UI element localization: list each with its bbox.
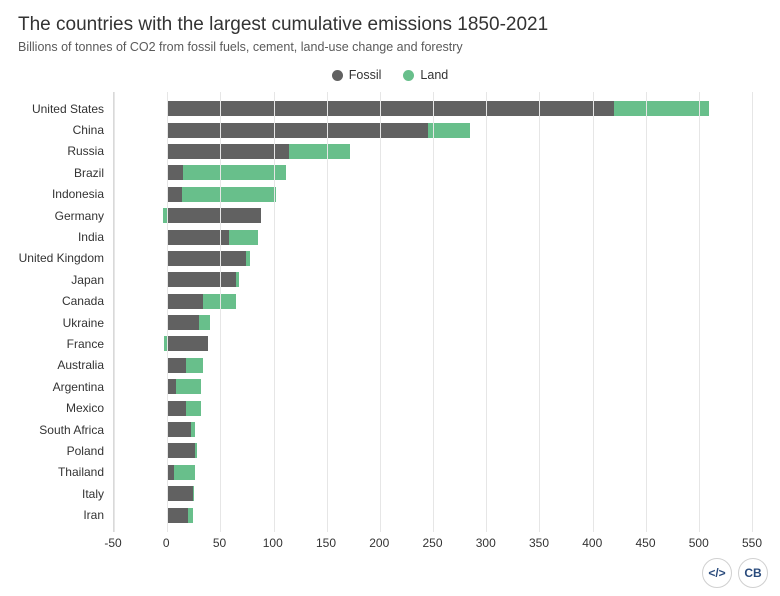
country-label: Ukraine — [63, 316, 114, 330]
bar-land — [193, 486, 194, 501]
legend: Fossil Land — [18, 68, 762, 82]
legend-label-fossil: Fossil — [349, 68, 382, 82]
x-tick-label: 300 — [476, 536, 496, 550]
brand-badge[interactable]: CB — [738, 558, 768, 588]
gridline — [486, 92, 487, 532]
country-label: Argentina — [53, 380, 114, 394]
bar-land — [186, 401, 201, 416]
bar-land — [199, 315, 210, 330]
legend-label-land: Land — [420, 68, 448, 82]
bar-fossil — [167, 443, 195, 458]
x-tick-label: 50 — [213, 536, 226, 550]
x-tick-label: 100 — [263, 536, 283, 550]
country-label: Japan — [71, 273, 114, 287]
bar-fossil — [164, 336, 208, 351]
country-label: Indonesia — [52, 187, 114, 201]
bar-land — [289, 144, 350, 159]
gridline — [646, 92, 647, 532]
bar-land — [183, 165, 286, 180]
bar-fossil — [167, 401, 186, 416]
country-label: Poland — [67, 444, 114, 458]
country-label: United States — [32, 102, 114, 116]
x-tick-label: 550 — [742, 536, 762, 550]
bar-fossil — [167, 272, 236, 287]
bar-land — [186, 358, 203, 373]
bar-land — [236, 272, 239, 287]
country-label: Thailand — [58, 465, 114, 479]
gridline — [327, 92, 328, 532]
gridline — [539, 92, 540, 532]
gridline — [380, 92, 381, 532]
country-label: China — [73, 123, 114, 137]
x-tick-label: 150 — [316, 536, 336, 550]
gridline — [114, 92, 115, 532]
bar-land — [229, 230, 258, 245]
x-axis: -50050100150200250300350400450500550 — [113, 532, 752, 560]
plot-area: United StatesChinaRussiaBrazilIndonesiaG… — [113, 92, 752, 532]
bar-land — [176, 379, 202, 394]
x-tick-label: 200 — [369, 536, 389, 550]
gridline — [593, 92, 594, 532]
country-label: India — [78, 230, 114, 244]
bar-land — [614, 101, 710, 116]
bar-fossil — [167, 123, 428, 138]
bar-fossil — [167, 294, 203, 309]
bar-land — [191, 422, 195, 437]
gridline — [699, 92, 700, 532]
country-label: Italy — [82, 487, 114, 501]
legend-item-fossil: Fossil — [332, 68, 382, 82]
gridline — [274, 92, 275, 532]
bar-land — [174, 465, 195, 480]
x-tick-label: 350 — [529, 536, 549, 550]
country-label: Australia — [57, 358, 114, 372]
bar-fossil — [167, 508, 188, 523]
bar-fossil — [167, 187, 182, 202]
chart-title: The countries with the largest cumulativ… — [18, 14, 762, 36]
embed-button[interactable]: </> — [702, 558, 732, 588]
bar-fossil — [163, 208, 261, 223]
bar-fossil — [167, 486, 193, 501]
chart-subtitle: Billions of tonnes of CO2 from fossil fu… — [18, 40, 762, 54]
bar-fossil — [167, 422, 190, 437]
bar-fossil — [167, 379, 176, 394]
gridline — [220, 92, 221, 532]
bar-fossil — [167, 358, 186, 373]
country-label: Mexico — [66, 401, 114, 415]
bar-fossil — [167, 144, 289, 159]
x-tick-label: 250 — [422, 536, 442, 550]
x-tick-label: -50 — [104, 536, 121, 550]
country-label: France — [67, 337, 114, 351]
country-label: Russia — [67, 144, 114, 158]
legend-swatch-fossil — [332, 70, 343, 81]
code-icon: </> — [708, 566, 725, 580]
gridline — [752, 92, 753, 532]
bar-fossil — [167, 101, 614, 116]
bar-land — [188, 508, 192, 523]
x-tick-label: 0 — [163, 536, 170, 550]
x-tick-label: 500 — [689, 536, 709, 550]
country-label: Germany — [55, 209, 114, 223]
country-label: Canada — [62, 294, 114, 308]
bar-land — [195, 443, 197, 458]
x-tick-label: 400 — [582, 536, 602, 550]
country-label: Brazil — [74, 166, 114, 180]
footer: </> CB — [702, 558, 768, 588]
bar-fossil — [167, 251, 246, 266]
country-label: United Kingdom — [19, 251, 114, 265]
country-label: Iran — [83, 508, 114, 522]
bar-fossil — [167, 165, 183, 180]
brand-label: CB — [744, 566, 761, 580]
country-label: South Africa — [39, 423, 114, 437]
gridline — [433, 92, 434, 532]
bar-land — [428, 123, 471, 138]
bar-land — [246, 251, 250, 266]
bar-land — [182, 187, 276, 202]
x-tick-label: 450 — [635, 536, 655, 550]
gridline — [167, 92, 168, 532]
legend-item-land: Land — [403, 68, 448, 82]
bar-fossil — [167, 315, 199, 330]
legend-swatch-land — [403, 70, 414, 81]
